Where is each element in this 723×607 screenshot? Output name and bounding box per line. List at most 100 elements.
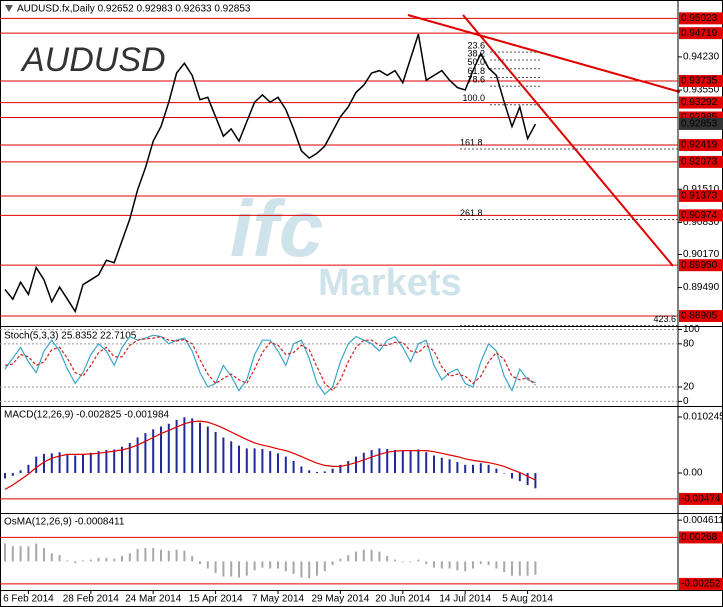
x-tick-label: 29 May 2014	[311, 594, 369, 605]
level-label-bg	[679, 12, 723, 25]
level-label: 0.91373	[681, 191, 718, 202]
bar	[511, 473, 513, 479]
bar	[4, 543, 6, 562]
bar	[277, 561, 279, 569]
bar	[526, 473, 529, 486]
indicator-title: OsMA(12,26,9) -0.0008411	[4, 517, 125, 528]
trend-line	[407, 14, 681, 93]
bar	[121, 446, 123, 474]
fib-label: 423.6	[653, 314, 676, 324]
bar	[401, 451, 404, 474]
bar	[378, 448, 381, 474]
bar	[206, 426, 209, 474]
bar	[97, 557, 100, 562]
x-tick-label: 6 Feb 2014	[3, 594, 54, 605]
bar	[292, 460, 295, 474]
x-tick-label: 15 Apr 2014	[189, 594, 243, 605]
fib-label: 78.6	[467, 75, 485, 85]
bar	[160, 549, 162, 562]
bar	[4, 473, 6, 479]
bar	[191, 418, 194, 474]
fib-label: 38.2	[467, 48, 485, 58]
bar	[245, 561, 248, 576]
bar	[152, 429, 155, 474]
bar	[19, 470, 22, 474]
x-tick-label: 24 Mar 2014	[125, 594, 182, 605]
bar	[409, 561, 412, 563]
bar	[534, 561, 537, 575]
bar	[238, 445, 240, 474]
bar	[167, 423, 170, 474]
bar	[417, 449, 420, 474]
bar	[284, 561, 287, 572]
bar	[128, 553, 131, 562]
level-label: 0.93735	[681, 76, 718, 87]
y-tick-label: 0.90170	[683, 249, 720, 260]
bar	[128, 442, 131, 474]
fib-label: 61.8	[467, 66, 485, 76]
indicator-title: MACD(12,26,9) -0.002825 -0.001984	[4, 410, 170, 421]
level-label-bg	[679, 139, 723, 152]
bar	[518, 561, 521, 576]
bar	[82, 560, 84, 562]
bar	[183, 550, 186, 562]
bar	[448, 561, 451, 569]
symbol-title: AUDUSD	[20, 41, 166, 79]
level-label: 0.88905	[681, 311, 718, 322]
bar	[495, 468, 498, 474]
trend-line	[462, 14, 674, 267]
indicator-title: Stoch(5,3,3) 25.8352 22.7105	[4, 331, 137, 342]
bar	[479, 463, 482, 474]
bar	[230, 441, 233, 474]
y-tick-label: 0	[683, 396, 689, 407]
bar	[261, 561, 264, 568]
bar	[50, 453, 53, 474]
level-label-bg	[679, 155, 723, 168]
series-line	[4, 33, 537, 314]
chart-header: AUDUSD.fx,Daily 0.92652 0.92983 0.92633 …	[17, 4, 251, 15]
bar	[199, 422, 201, 474]
bar	[183, 417, 186, 474]
bar	[89, 559, 92, 562]
y-tick-label: 0.004611	[683, 515, 723, 526]
bar	[50, 553, 53, 562]
y-tick-label: 0.90830	[683, 217, 720, 228]
bar	[19, 546, 22, 562]
bar	[331, 561, 334, 565]
bar	[487, 464, 490, 474]
bar	[308, 470, 311, 474]
bar	[433, 455, 435, 474]
level-label-bg	[679, 310, 723, 323]
level-label-bg	[679, 96, 723, 109]
bar	[136, 548, 139, 562]
bar	[386, 448, 389, 474]
level-label-bg	[679, 189, 723, 202]
bar	[323, 561, 326, 572]
level-label-bg	[679, 27, 723, 40]
bar	[417, 559, 420, 562]
bar	[89, 452, 92, 474]
bar	[331, 468, 334, 474]
bar	[347, 460, 350, 474]
bar	[191, 556, 194, 562]
bar	[167, 550, 170, 562]
bar	[503, 561, 506, 573]
bar	[58, 555, 61, 562]
level-label-bg	[679, 577, 723, 590]
bar	[300, 466, 303, 474]
level-label-bg	[679, 209, 723, 222]
level-label-bg	[679, 531, 723, 544]
bar	[113, 449, 116, 474]
watermark-logo: ifc	[230, 184, 323, 273]
bar	[261, 448, 264, 474]
bar	[144, 547, 147, 562]
series-line	[4, 334, 536, 396]
bar	[355, 551, 357, 562]
bar	[27, 464, 30, 474]
bar	[370, 549, 373, 562]
level-label: 0.92419	[681, 140, 718, 151]
x-tick-label: 5 Aug 2014	[502, 594, 553, 605]
bar	[97, 451, 100, 474]
level-label-bg	[679, 492, 723, 505]
